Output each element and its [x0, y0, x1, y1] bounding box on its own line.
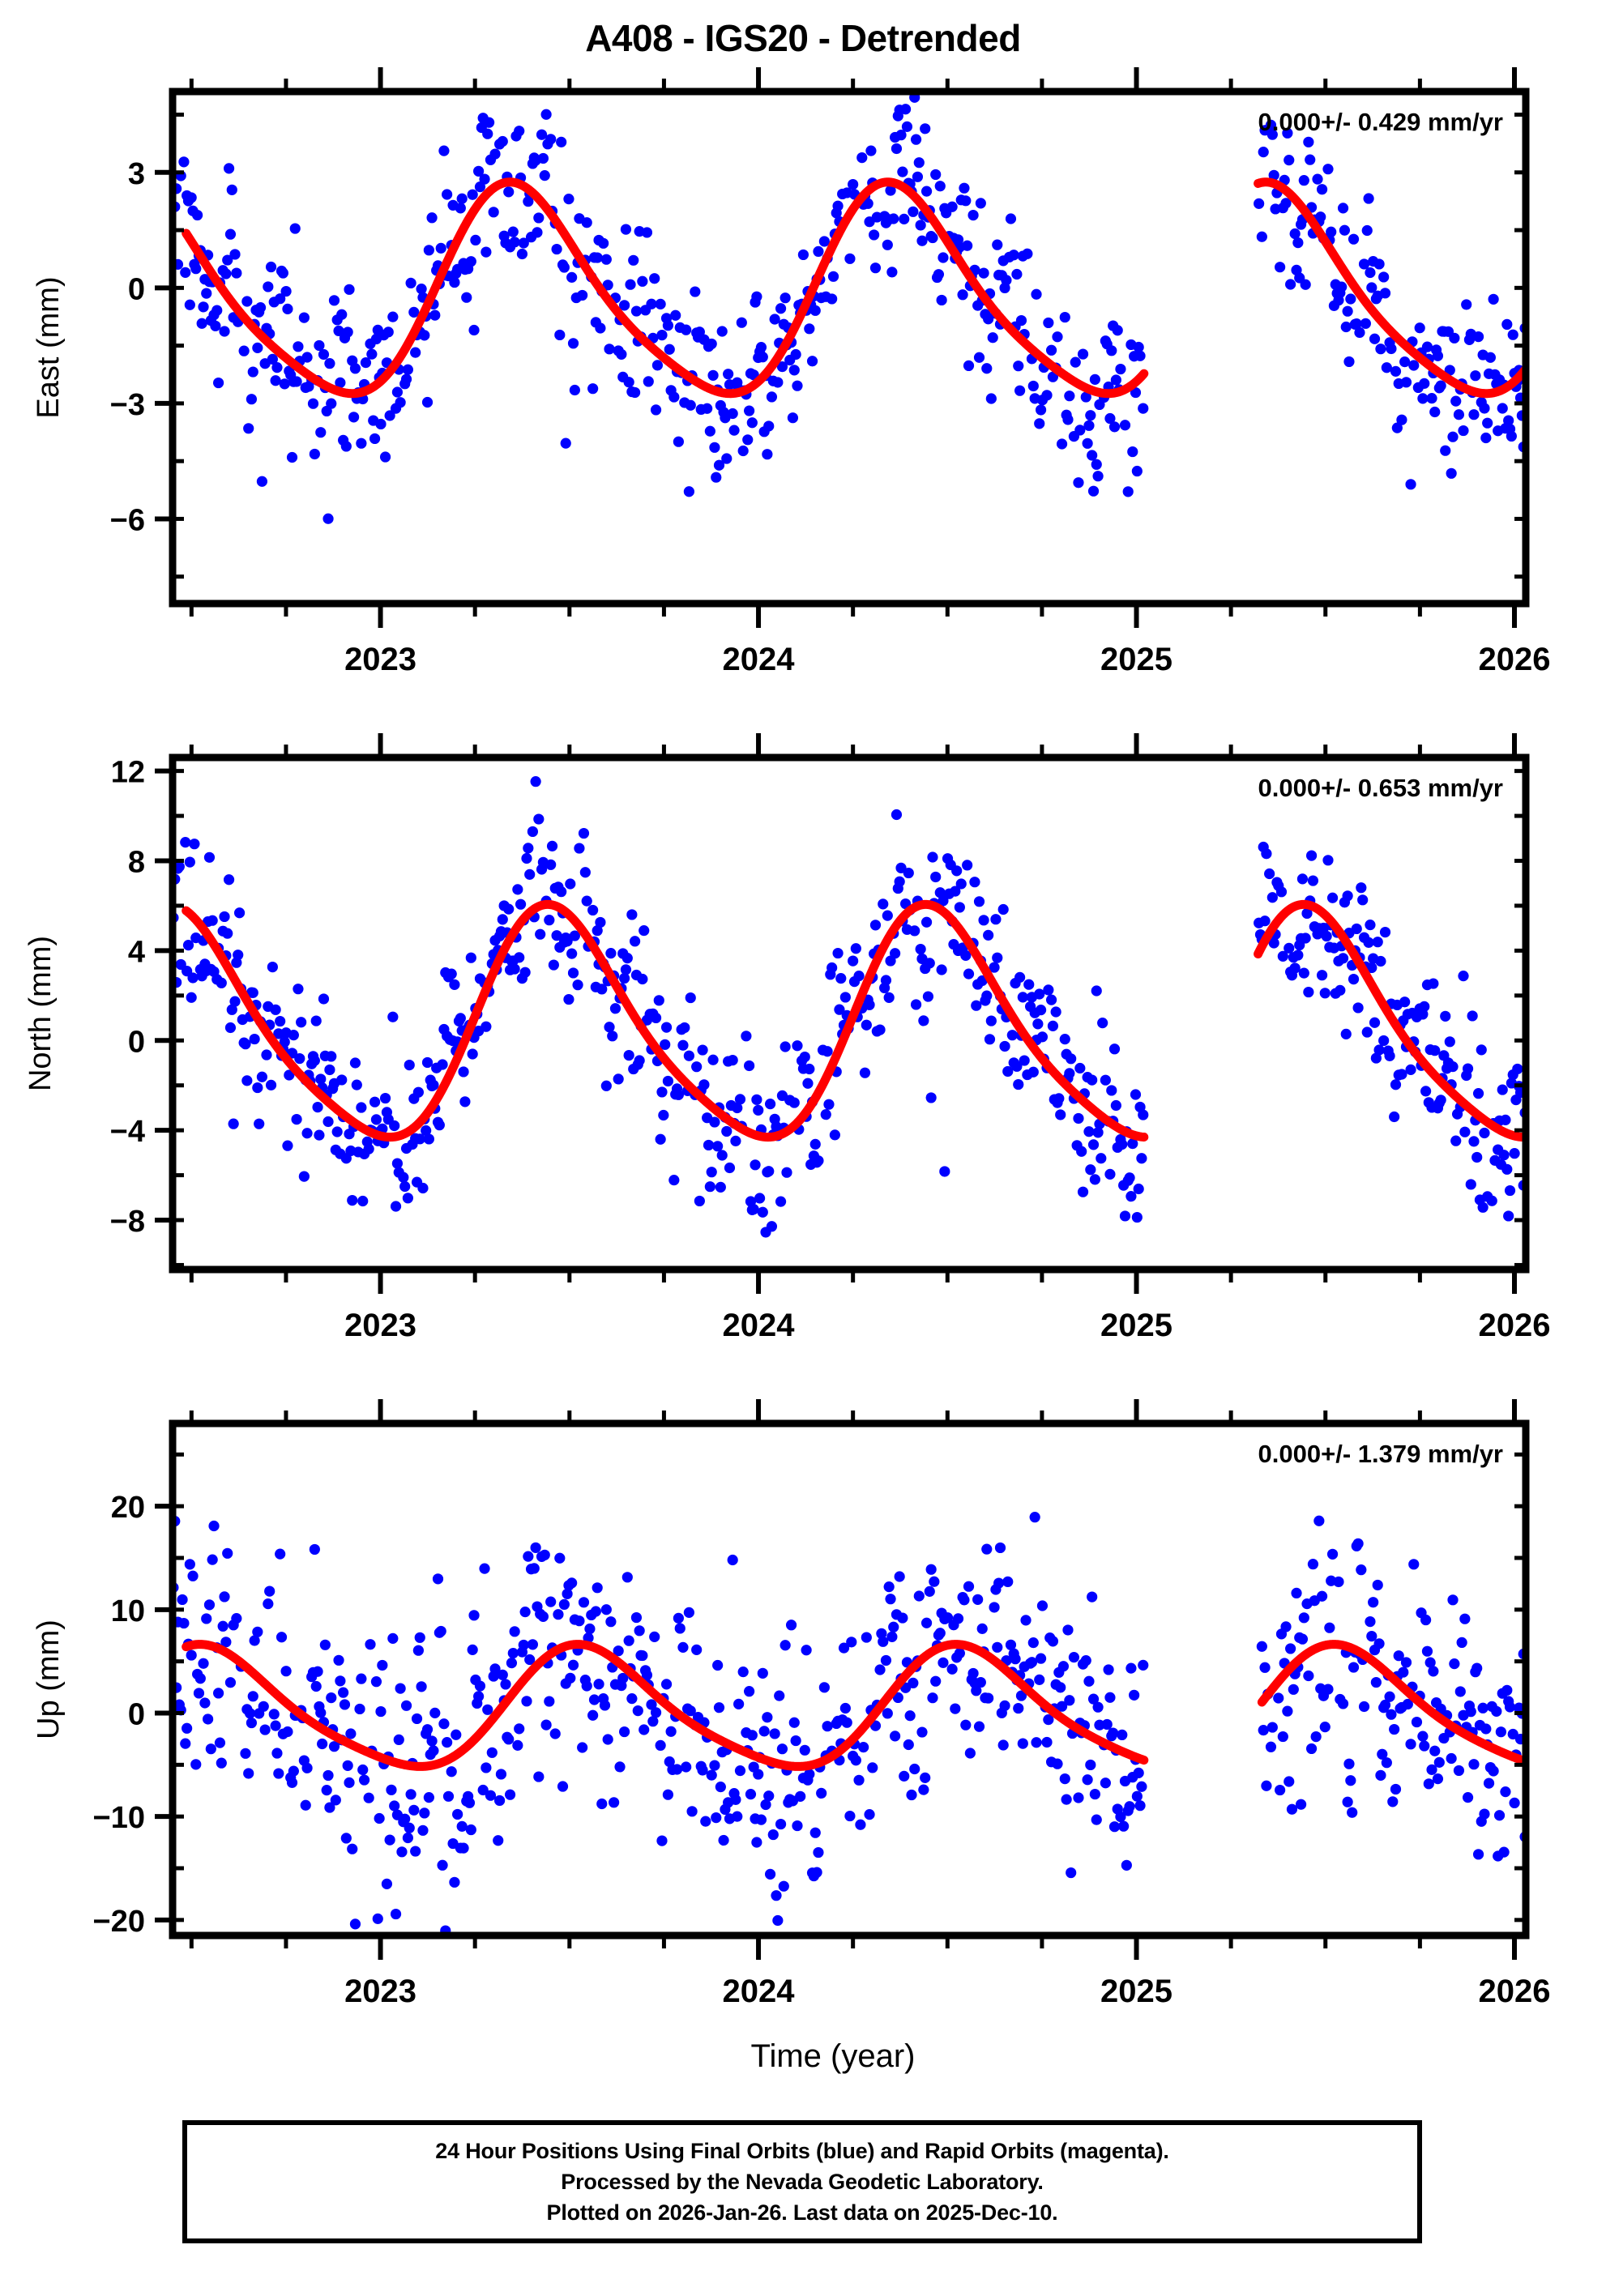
- xtick-label: 2025: [1100, 1308, 1172, 1343]
- xtick-label: 2024: [723, 1308, 796, 1343]
- y-axis-title-east: East (mm): [32, 276, 66, 418]
- ytick-label: −3: [110, 388, 145, 422]
- rate-annotation-east: 0.000+/- 0.429 mm/yr: [1258, 108, 1503, 136]
- panel-up: 20 10 0 −10 −20 2023 2024 2025 2026 Up (mm) 0.000+…: [0, 1375, 1606, 2081]
- ytick-label: 20: [111, 1491, 145, 1525]
- rate-annotation-north: 0.000+/- 0.653 mm/yr: [1258, 774, 1503, 802]
- ytick-label: 10: [111, 1594, 145, 1628]
- panel-east: 3 0 −3 −6 2023 2024 2025 2026 East (mm) 0.000+/- …: [0, 43, 1606, 749]
- xtick-label: 2023: [344, 1974, 416, 2009]
- rate-annotation-up: 0.000+/- 1.379 mm/yr: [1258, 1440, 1503, 1468]
- xtick-label: 2026: [1479, 1308, 1551, 1343]
- caption-box: 24 Hour Positions Using Final Orbits (bl…: [182, 2120, 1422, 2243]
- data-layer-north: [173, 776, 1526, 1238]
- caption-line-2: Processed by the Nevada Geodetic Laborat…: [561, 2169, 1044, 2194]
- y-axis-title-north: North (mm): [23, 936, 58, 1091]
- ytick-label: 3: [128, 157, 145, 191]
- data-layer-up: [173, 1512, 1526, 1935]
- ytick-label: 0: [128, 272, 145, 306]
- xtick-label: 2024: [723, 642, 796, 677]
- xtick-label: 2023: [344, 642, 416, 677]
- caption-line-1: 24 Hour Positions Using Final Orbits (bl…: [435, 2138, 1169, 2163]
- xtick-label: 2026: [1479, 1974, 1551, 2009]
- ytick-label: 8: [128, 846, 145, 880]
- plot-frame-up: [169, 1419, 1530, 1940]
- x-axis-title: Time (year): [751, 2038, 916, 2074]
- ytick-label: −10: [93, 1801, 145, 1835]
- plot-frame-north: [169, 753, 1530, 1274]
- xtick-label: 2023: [344, 1308, 416, 1343]
- xtick-label: 2025: [1100, 1974, 1172, 2009]
- ytick-label: 0: [128, 1025, 145, 1059]
- ytick-label: 12: [111, 756, 145, 790]
- xtick-label: 2026: [1479, 642, 1551, 677]
- ytick-label: 0: [128, 1697, 145, 1731]
- ytick-label: −6: [110, 503, 145, 537]
- ytick-label: −8: [110, 1205, 145, 1239]
- data-layer-east: [173, 92, 1526, 524]
- ytick-label: −4: [110, 1115, 145, 1149]
- ytick-label: −20: [93, 1905, 145, 1939]
- xtick-label: 2025: [1100, 642, 1172, 677]
- ytick-label: 4: [128, 935, 145, 969]
- y-axis-title-up: Up (mm): [32, 1620, 66, 1739]
- page-title: A408 - IGS20 - Detrended: [585, 17, 1021, 59]
- caption-line-3: Plotted on 2026-Jan-26. Last data on 202…: [546, 2200, 1058, 2226]
- panel-north: 12 8 4 0 −4 −8 2023 2024 2025 2026 North (mm) 0.000…: [0, 709, 1606, 1415]
- xtick-label: 2024: [723, 1974, 796, 2009]
